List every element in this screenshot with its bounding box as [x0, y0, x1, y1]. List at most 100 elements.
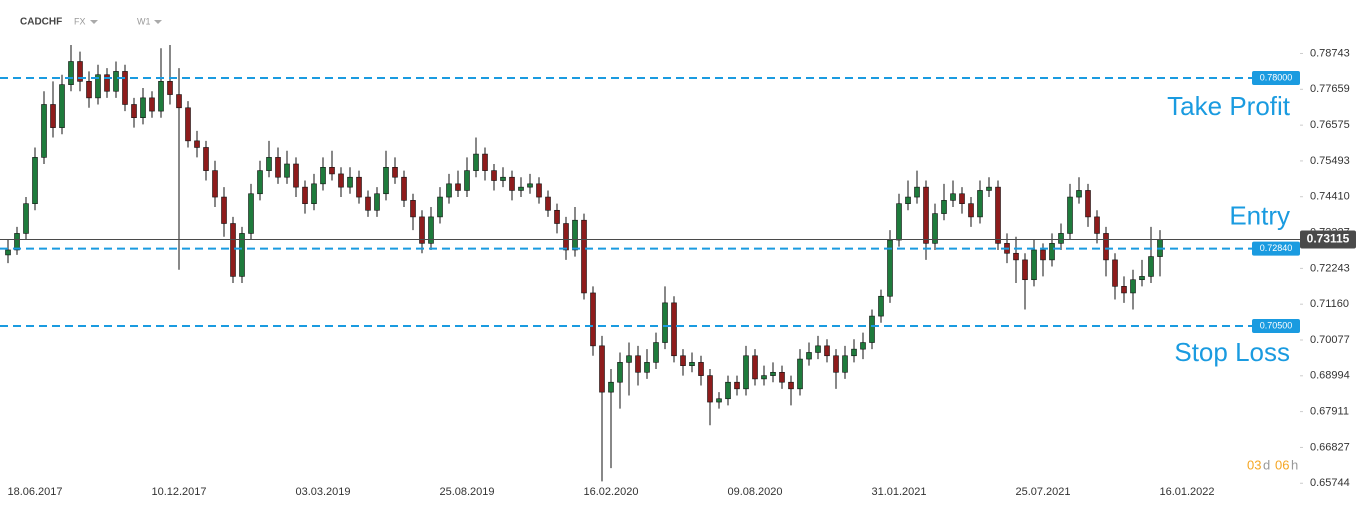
candle-body	[122, 71, 128, 105]
level-name: Take Profit	[1167, 91, 1291, 121]
candle-body	[104, 74, 110, 92]
candle-body	[842, 355, 848, 373]
candle-body	[1058, 233, 1064, 244]
candle-body	[905, 196, 911, 204]
candle-body	[554, 209, 560, 224]
symbol: CADCHF	[20, 17, 62, 28]
candle-body	[914, 186, 920, 198]
candle-body	[959, 193, 965, 204]
candle-body	[869, 315, 875, 343]
candle-body	[545, 196, 551, 211]
candle-body	[59, 84, 65, 128]
candle-body	[437, 196, 443, 218]
countdown-unit: d	[1263, 457, 1270, 472]
y-tick-label: 0.70077	[1310, 334, 1350, 346]
timeframe[interactable]: W1	[137, 16, 151, 26]
x-tick-label: 18.06.2017	[7, 486, 62, 498]
candle-body	[50, 104, 56, 128]
candle-body	[671, 302, 677, 357]
candle-body	[797, 358, 803, 390]
y-tick-label: 0.77659	[1310, 83, 1350, 95]
candle-body	[455, 183, 461, 191]
candle-body	[779, 371, 785, 383]
candle-body	[617, 362, 623, 383]
candle-body	[302, 186, 308, 204]
candle-body	[1022, 259, 1028, 281]
candle-body	[95, 74, 101, 99]
level-price: 0.78000	[1260, 72, 1293, 82]
candle-body	[230, 223, 236, 277]
x-tick-label: 25.07.2021	[1015, 486, 1070, 498]
level-box	[1252, 241, 1300, 256]
candle-body	[968, 203, 974, 218]
y-tick-label: 0.76575	[1310, 119, 1350, 131]
candle-body	[5, 249, 11, 256]
candle-body	[977, 190, 983, 218]
candle-body	[185, 107, 191, 142]
candle-body	[311, 183, 317, 204]
candle-body	[167, 81, 173, 95]
candle-body	[806, 352, 812, 360]
x-tick-label: 16.02.2020	[583, 486, 638, 498]
candle-body	[608, 381, 614, 393]
candle-body	[86, 81, 92, 99]
candle-body	[995, 186, 1001, 244]
candle-body	[266, 157, 272, 171]
candle-body	[1040, 249, 1046, 261]
candle-body	[509, 176, 515, 191]
candle-body	[644, 362, 650, 373]
y-tick-label: 0.75493	[1310, 155, 1350, 167]
candle-body	[1085, 190, 1091, 218]
candle-body	[284, 163, 290, 178]
candle-body	[986, 186, 992, 191]
x-tick-label: 16.01.2022	[1159, 486, 1214, 498]
candle-body	[860, 342, 866, 350]
candle-body	[725, 381, 731, 400]
candle-body	[131, 104, 137, 119]
candle-body	[1094, 216, 1100, 234]
candle-body	[176, 94, 182, 109]
candle-body	[743, 355, 749, 390]
countdown-unit: h	[1291, 457, 1298, 472]
candle-body	[248, 193, 254, 234]
candle-body	[356, 176, 362, 198]
candle-body	[464, 170, 470, 191]
market[interactable]: FX	[74, 16, 86, 26]
candle-body	[698, 362, 704, 376]
candle-body	[320, 167, 326, 185]
candle-body	[923, 186, 929, 244]
candle-body	[716, 398, 722, 403]
candle-body	[1103, 233, 1109, 261]
candle-body	[275, 157, 281, 178]
x-tick-label: 09.08.2020	[727, 486, 782, 498]
candle-body	[941, 200, 947, 214]
dropdown-arrow[interactable]	[154, 20, 162, 24]
dropdown-arrow[interactable]	[90, 20, 98, 24]
candle-body	[347, 176, 353, 188]
candle-body	[734, 381, 740, 390]
y-tick-label: 0.68994	[1310, 370, 1350, 382]
level-box	[1252, 71, 1300, 86]
candle-body	[68, 61, 74, 85]
candle-body	[572, 219, 578, 251]
candle-body	[428, 216, 434, 244]
candle-body	[563, 223, 569, 251]
y-tick-label: 0.67911	[1310, 406, 1349, 418]
candle-body	[239, 233, 245, 277]
candle-body	[203, 147, 209, 171]
candle-body	[473, 153, 479, 171]
candle-body	[23, 203, 29, 234]
candle-body	[878, 295, 884, 317]
candle-body	[932, 213, 938, 244]
candle-body	[446, 183, 452, 198]
candle-body	[158, 81, 164, 112]
candle-body	[257, 170, 263, 195]
candle-body	[1112, 259, 1118, 287]
level-box	[1252, 319, 1300, 334]
candle-body	[752, 355, 758, 380]
level-name: Stop Loss	[1174, 337, 1290, 367]
candle-body	[338, 173, 344, 188]
candle-body	[1121, 286, 1127, 294]
candle-body	[482, 153, 488, 171]
candle-body	[824, 345, 830, 357]
